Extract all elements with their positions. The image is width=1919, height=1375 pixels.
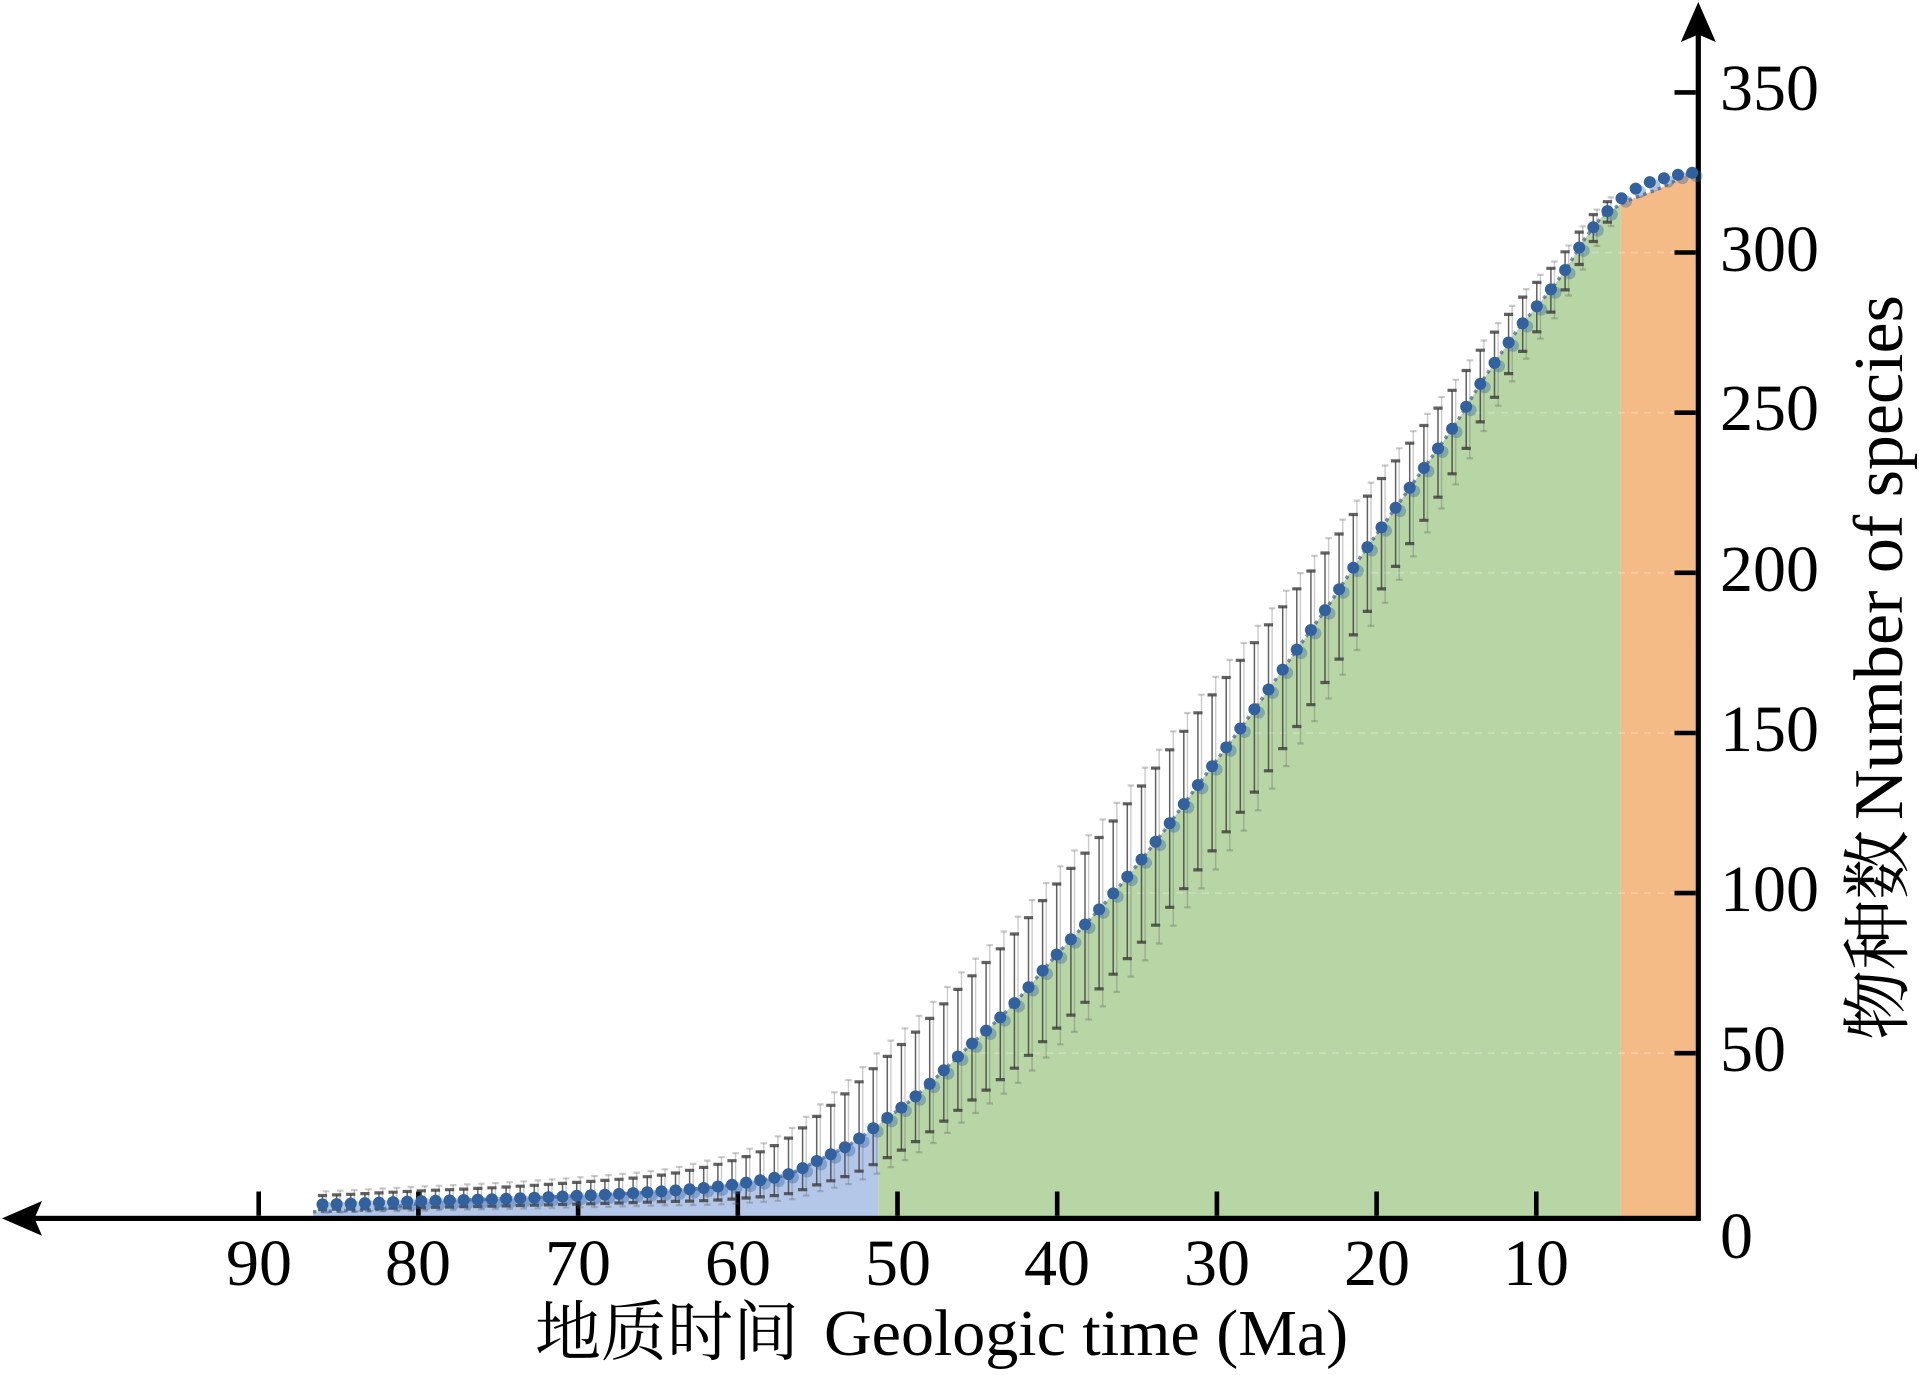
svg-text:250: 250	[1720, 372, 1819, 445]
svg-text:100: 100	[1720, 853, 1819, 926]
svg-text:30: 30	[1184, 1227, 1250, 1300]
svg-text:50: 50	[1720, 1013, 1786, 1086]
svg-text:90: 90	[226, 1227, 292, 1300]
svg-text:10: 10	[1503, 1227, 1569, 1300]
svg-text:60: 60	[705, 1227, 771, 1300]
svg-text:0: 0	[1720, 1200, 1753, 1273]
svg-text:150: 150	[1720, 693, 1819, 766]
svg-text:40: 40	[1024, 1227, 1090, 1300]
svg-text:200: 200	[1720, 533, 1819, 606]
svg-text:70: 70	[545, 1227, 611, 1300]
svg-text:80: 80	[385, 1227, 451, 1300]
svg-text:Geologic time (Ma): Geologic time (Ma)	[824, 1297, 1348, 1370]
svg-text:350: 350	[1720, 52, 1819, 125]
svg-text:50: 50	[865, 1227, 931, 1300]
svg-text:Number of species: Number of species	[1841, 295, 1918, 820]
svg-text:300: 300	[1720, 213, 1819, 286]
svg-text:20: 20	[1344, 1227, 1410, 1300]
